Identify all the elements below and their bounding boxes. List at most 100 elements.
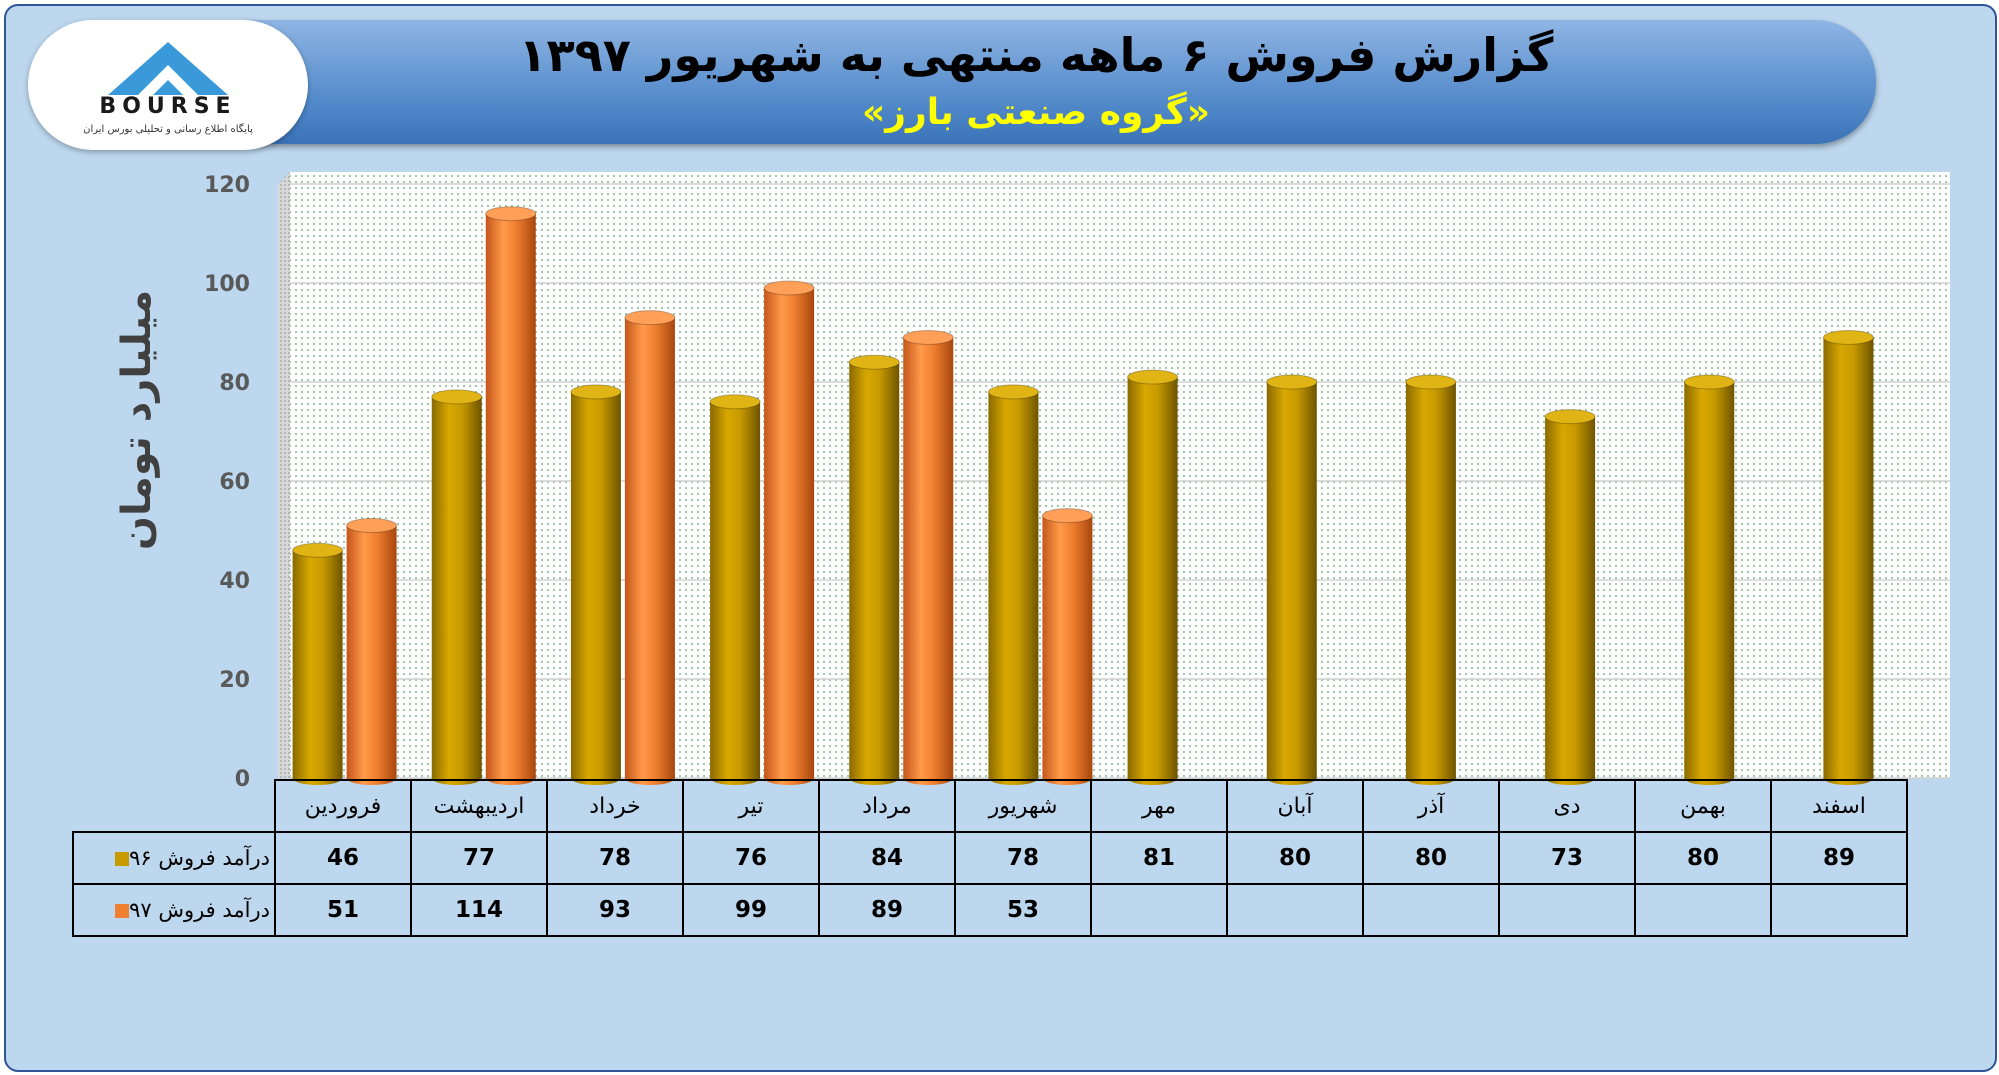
table-corner <box>73 780 275 832</box>
bar-cap <box>570 384 622 400</box>
table-value-96: 77 <box>410 831 548 885</box>
table-category: آذر <box>1362 779 1500 833</box>
logo-mark-icon <box>108 42 228 95</box>
table-category: مرداد <box>818 779 956 833</box>
bar-body <box>431 396 482 778</box>
bar-body <box>624 317 675 778</box>
bar-body <box>1405 382 1456 778</box>
bar-cap <box>763 280 815 296</box>
y-tick-label: 20 <box>219 668 250 693</box>
table-category: اسفند <box>1770 779 1908 833</box>
table-category: فروردین <box>274 779 412 833</box>
table-category: بهمن <box>1634 779 1772 833</box>
bar-body <box>485 213 536 778</box>
table-value-96: 80 <box>1226 831 1364 885</box>
bar-cap <box>709 394 761 410</box>
table-value-97: 99 <box>682 883 820 937</box>
table-value-96: 80 <box>1362 831 1500 885</box>
bar-cap <box>1405 374 1457 390</box>
bar-body <box>570 391 621 778</box>
chart-title: گزارش فروش ۶ ماهه منتهی به شهریور ۱۳۹۷ <box>518 28 1554 82</box>
bar-cap <box>485 206 537 222</box>
bar-cap <box>987 384 1039 400</box>
bar-96 <box>1822 329 1874 785</box>
gridlines <box>290 183 1950 779</box>
table-value-97: 51 <box>274 883 412 937</box>
bar-body <box>1684 382 1735 778</box>
bar-cap <box>1683 374 1735 390</box>
bar-body <box>346 525 397 778</box>
bar-cap <box>1822 329 1874 345</box>
bar-96 <box>1405 374 1457 785</box>
data-table-row-97: درآمد فروش ۹۷ 51 114 93 99 89 53 <box>72 883 1908 937</box>
bar-body <box>1127 377 1178 778</box>
bar-body <box>1545 416 1596 778</box>
bar-body <box>292 550 343 778</box>
bar-cap <box>1041 508 1093 524</box>
logo-subtext: پایگاه اطلاع رسانی و تحلیلی بورس ایران <box>83 124 253 135</box>
bar-cap <box>292 542 344 558</box>
bar-body <box>988 391 1039 778</box>
bar-cap <box>624 310 676 326</box>
legend-key-97 <box>115 904 130 918</box>
bar-97 <box>624 310 676 785</box>
logo-text: BOURSE <box>99 94 237 119</box>
table-value-96: 81 <box>1090 831 1228 885</box>
bar-96 <box>1266 374 1318 785</box>
bar-96 <box>431 389 483 785</box>
bar-96 <box>292 542 344 785</box>
legend-label-96: درآمد فروش ۹۶ <box>129 846 270 870</box>
bar-97 <box>485 206 537 785</box>
y-axis: 0 20 40 60 80 100 120 <box>204 173 250 792</box>
chart-subtitle: «گروه صنعتی بارز» <box>862 92 1210 133</box>
table-category: تیر <box>682 779 820 833</box>
table-category: مهر <box>1090 779 1228 833</box>
bar-96 <box>987 384 1039 785</box>
bar-97 <box>346 518 398 785</box>
table-value-97: 53 <box>954 883 1092 937</box>
bar-96 <box>1127 369 1179 785</box>
bar-body <box>1042 515 1093 778</box>
bar-96 <box>1683 374 1735 785</box>
legend-label-97: درآمد فروش ۹۷ <box>129 898 270 922</box>
bar-96 <box>848 354 900 785</box>
table-value-97: 114 <box>410 883 548 937</box>
table-value-97 <box>1770 883 1908 937</box>
bar-96 <box>570 384 622 785</box>
table-value-97 <box>1498 883 1636 937</box>
bar-body <box>710 401 761 778</box>
legend-key-96 <box>115 852 130 866</box>
bourse-logo: BOURSE پایگاه اطلاع رسانی و تحلیلی بورس … <box>28 20 308 150</box>
bar-cap <box>902 329 954 345</box>
y-tick-label: 0 <box>235 767 250 792</box>
table-value-96: 46 <box>274 831 412 885</box>
bar-body <box>849 362 900 778</box>
bar-body <box>1823 337 1874 778</box>
bar-cap <box>1266 374 1318 390</box>
legend-entry-96: درآمد فروش ۹۶ <box>72 831 276 885</box>
table-value-96: 84 <box>818 831 956 885</box>
bar-body <box>903 337 954 778</box>
data-table: فروردین اردیبهشت خرداد تیر مرداد شهریور … <box>72 779 1908 937</box>
plot-area <box>290 172 1950 778</box>
table-value-97 <box>1090 883 1228 937</box>
y-tick-label: 40 <box>219 569 250 594</box>
table-category: آبان <box>1226 779 1364 833</box>
table-category: خرداد <box>546 779 684 833</box>
y-tick-label: 80 <box>219 371 250 396</box>
y-tick-label: 120 <box>204 173 250 198</box>
plot-side-wall <box>278 172 290 778</box>
y-tick-label: 60 <box>219 470 250 495</box>
table-category: دی <box>1498 779 1636 833</box>
table-value-96: 80 <box>1634 831 1772 885</box>
bar-body <box>764 287 815 778</box>
bar-cap <box>431 389 483 405</box>
table-value-97 <box>1226 883 1364 937</box>
y-axis-label: میلیارد تومان <box>114 290 160 550</box>
table-value-97 <box>1362 883 1500 937</box>
bar-body <box>1266 382 1317 778</box>
bar-cap <box>346 518 398 534</box>
bar-cap <box>1544 409 1596 425</box>
table-value-96: 73 <box>1498 831 1636 885</box>
table-category: اردیبهشت <box>410 779 548 833</box>
